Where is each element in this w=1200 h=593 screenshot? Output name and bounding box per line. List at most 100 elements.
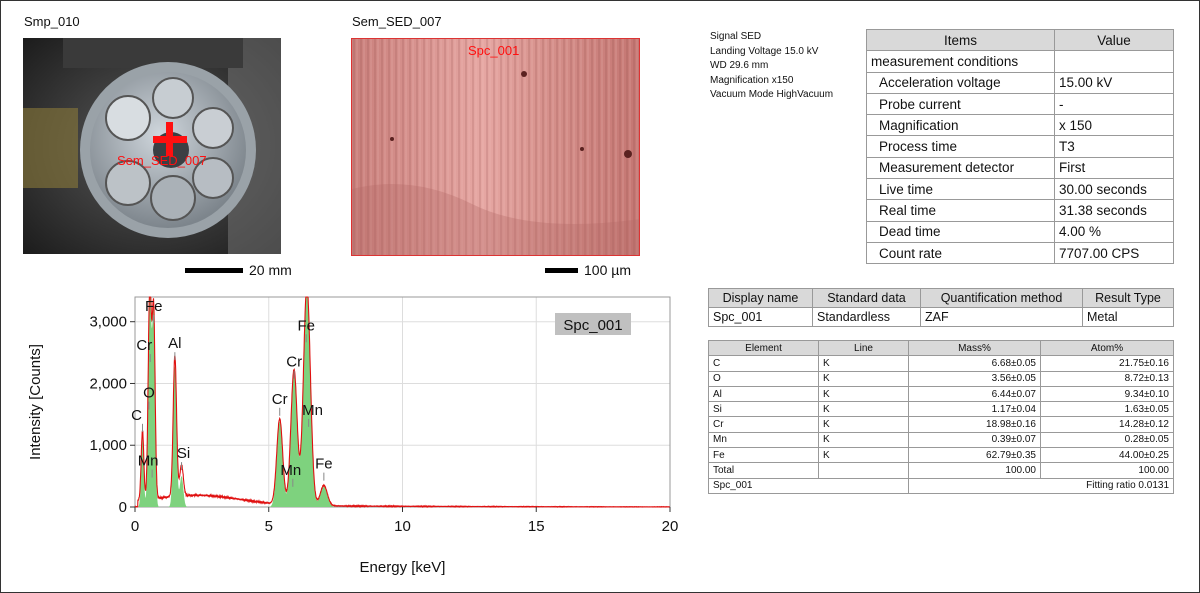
conditions-item: Live time xyxy=(866,178,1055,201)
y-axis-label: Intensity [Counts] xyxy=(27,344,44,460)
element-row: Al K 6.44±0.07 9.34±0.10 xyxy=(708,385,1174,403)
spectrum-line xyxy=(134,296,670,509)
display-header-method: Quantification method xyxy=(920,288,1083,308)
element-header-mass: Mass% xyxy=(908,339,1041,357)
conditions-header-items: Items xyxy=(866,28,1055,52)
element-line: K xyxy=(818,447,909,464)
element-atom: 44.00±0.25 xyxy=(1040,447,1174,464)
element-header-atom: Atom% xyxy=(1040,339,1174,357)
conditions-value: - xyxy=(1054,92,1174,116)
y-tick-label: 3,000 xyxy=(89,314,127,331)
conditions-row: Measurement detector First xyxy=(866,156,1174,180)
sem-scale-bar: 100 µm xyxy=(545,262,631,278)
display-cell: Metal xyxy=(1082,307,1174,327)
element-symbol: Cr xyxy=(708,416,819,433)
peak-label: C xyxy=(131,407,142,424)
element-mass: 100.00 xyxy=(908,462,1041,479)
display-header-result: Result Type xyxy=(1082,288,1174,308)
element-atom: 8.72±0.13 xyxy=(1040,370,1174,387)
y-tick-label: 2,000 xyxy=(89,375,127,392)
conditions-row: Live time 30.00 seconds xyxy=(866,178,1174,201)
conditions-value: First xyxy=(1054,156,1174,180)
element-row: Mn K 0.39±0.07 0.28±0.05 xyxy=(708,431,1174,449)
element-mass: 62.79±0.35 xyxy=(908,447,1041,464)
display-cell: Spc_001 xyxy=(708,307,813,327)
element-footer-ratio: Fitting ratio 0.0131 xyxy=(908,477,1174,494)
conditions-table: Items Value measurement conditions Accel… xyxy=(866,28,1174,265)
display-header-name: Display name xyxy=(708,288,813,308)
sem-scale-label: 100 µm xyxy=(584,262,631,278)
x-tick-label: 20 xyxy=(662,518,679,535)
display-cell: Standardless xyxy=(812,307,921,327)
peak-label: Cr xyxy=(286,354,302,371)
y-tick-label: 1,000 xyxy=(89,437,127,454)
element-symbol: Mn xyxy=(708,431,819,449)
conditions-item: Magnification xyxy=(866,114,1055,137)
peak-label: Fe xyxy=(297,317,315,334)
element-table: Element Line Mass% Atom% C K 6.68±0.05 2… xyxy=(708,339,1174,494)
element-atom: 9.34±0.10 xyxy=(1040,385,1174,403)
element-atom: 100.00 xyxy=(1040,462,1174,479)
display-cell: ZAF xyxy=(920,307,1083,327)
sem-image-title: Sem_SED_007 xyxy=(352,14,442,29)
peak-label: Fe xyxy=(315,456,333,473)
conditions-value: 7707.00 CPS xyxy=(1054,241,1174,265)
element-atom: 1.63±0.05 xyxy=(1040,401,1174,418)
conditions-row: Real time 31.38 seconds xyxy=(866,199,1174,222)
sample-scale-label: 20 mm xyxy=(249,262,292,278)
display-table: Display name Standard data Quantificatio… xyxy=(708,288,1174,327)
sample-image-title: Smp_010 xyxy=(24,14,80,29)
conditions-item: Real time xyxy=(866,199,1055,222)
element-line: K xyxy=(818,385,909,403)
signal-info-line: Signal SED xyxy=(710,31,762,42)
element-line: K xyxy=(818,370,909,387)
element-row: C K 6.68±0.05 21.75±0.16 xyxy=(708,355,1174,372)
display-header-standard: Standard data xyxy=(812,288,921,308)
conditions-value: 15.00 kV xyxy=(1054,71,1174,94)
conditions-row: Magnification x 150 xyxy=(866,114,1174,137)
x-tick-label: 5 xyxy=(265,518,273,535)
sem-image[interactable]: Spc_001 xyxy=(351,38,640,256)
signal-info-line: Landing Voltage 15.0 kV xyxy=(710,45,819,57)
conditions-item: Probe current xyxy=(866,92,1055,116)
legend-box xyxy=(555,313,631,335)
element-mass: 6.44±0.07 xyxy=(908,385,1041,403)
x-tick-label: 15 xyxy=(528,518,545,535)
conditions-row: Acceleration voltage 15.00 kV xyxy=(866,71,1174,94)
element-symbol: O xyxy=(708,370,819,387)
conditions-value: 31.38 seconds xyxy=(1054,199,1174,222)
sample-scale-bar: 20 mm xyxy=(185,262,292,278)
element-row: Si K 1.17±0.04 1.63±0.05 xyxy=(708,401,1174,418)
x-axis-label: Energy [keV] xyxy=(360,559,446,576)
element-header-element: Element xyxy=(708,339,819,357)
element-symbol: Fe xyxy=(708,447,819,464)
conditions-item: Measurement detector xyxy=(866,156,1055,180)
peak-label: Fe xyxy=(145,298,163,315)
peak-label: Mn xyxy=(280,462,301,479)
peak-label: Cr xyxy=(136,337,152,354)
element-atom: 21.75±0.16 xyxy=(1040,355,1174,372)
element-symbol: C xyxy=(708,355,819,372)
element-atom: 0.28±0.05 xyxy=(1040,431,1174,449)
conditions-section: measurement conditions xyxy=(866,50,1055,73)
spectrum-chart[interactable]: CO Cr Fe Mn Al Si Cr Mn Cr Mn Fe Fe 0 5 10 15 20 0 1,000 2,… xyxy=(0,285,700,585)
element-symbol: Si xyxy=(708,401,819,418)
sample-photo[interactable]: Sem_SED_007 xyxy=(23,38,281,254)
element-mass: 3.56±0.05 xyxy=(908,370,1041,387)
element-row: Total 100.00 100.00 xyxy=(708,462,1174,479)
peak-label: Al xyxy=(168,335,181,352)
element-row: Cr K 18.98±0.16 14.28±0.12 xyxy=(708,416,1174,433)
element-line xyxy=(818,462,909,479)
x-tick-label: 0 xyxy=(131,518,139,535)
conditions-row: Count rate 7707.00 CPS xyxy=(866,241,1174,265)
conditions-value: 30.00 seconds xyxy=(1054,178,1174,201)
x-tick-label: 10 xyxy=(394,518,411,535)
peak-label: Si xyxy=(177,445,190,462)
element-atom: 14.28±0.12 xyxy=(1040,416,1174,433)
conditions-item: Dead time xyxy=(866,220,1055,243)
element-row: Fe K 62.79±0.35 44.00±0.25 xyxy=(708,447,1174,464)
signal-info-line: Vacuum Mode HighVacuum xyxy=(710,89,834,100)
conditions-value: x 150 xyxy=(1054,114,1174,137)
element-mass: 1.17±0.04 xyxy=(908,401,1041,418)
element-footer-name: Spc_001 xyxy=(708,477,909,494)
